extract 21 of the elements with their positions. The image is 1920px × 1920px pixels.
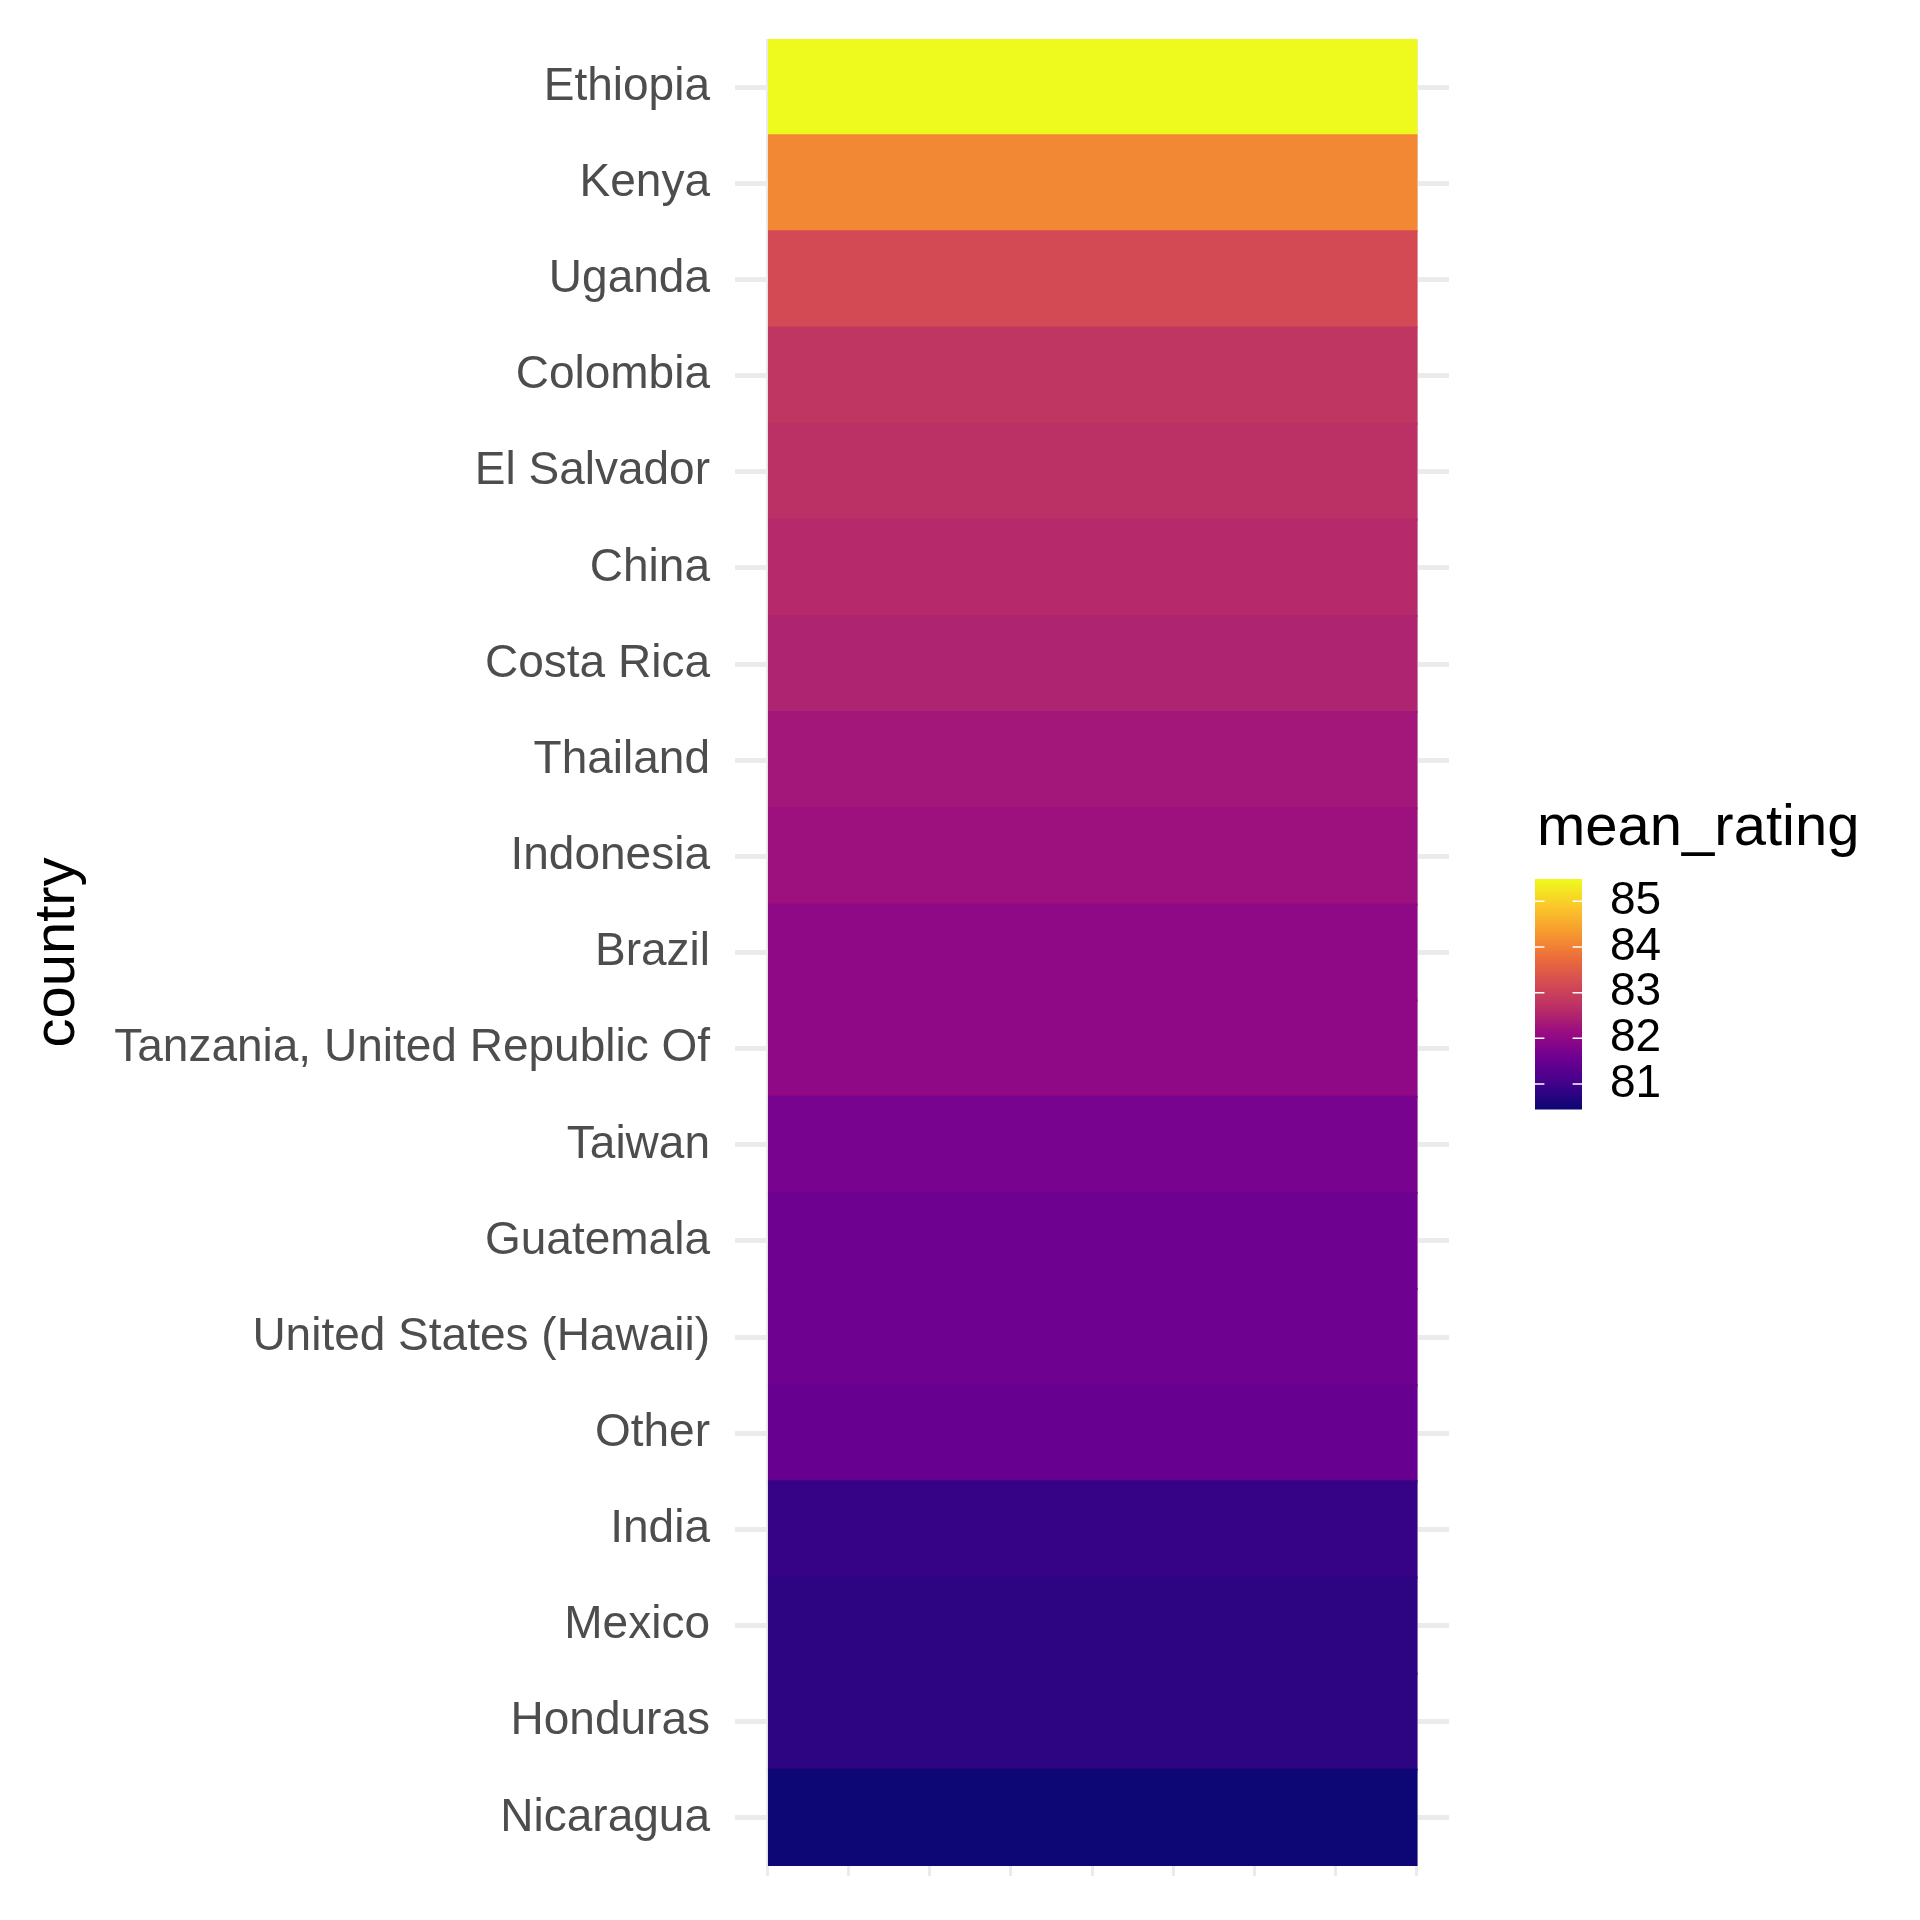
y-axis-title: country	[20, 857, 86, 1048]
y-tick-label: Honduras	[510, 1692, 710, 1745]
y-tick-label: United States (Hawaii)	[252, 1307, 710, 1360]
y-tick-label: Thailand	[533, 730, 710, 783]
y-tick-label: Uganda	[548, 250, 711, 303]
y-tick-label: Tanzania, United Republic Of	[114, 1019, 711, 1072]
y-tick-label: Costa Rica	[485, 634, 711, 687]
y-tick-label: Guatemala	[484, 1211, 711, 1264]
y-tick-label: El Salvador	[474, 442, 710, 495]
y-tick-label: Kenya	[579, 153, 711, 206]
y-tick-label: Brazil	[594, 923, 710, 976]
y-tick-label: Taiwan	[566, 1115, 710, 1168]
y-tick-label: Mexico	[564, 1596, 710, 1649]
y-tick-label: Indonesia	[510, 827, 711, 880]
y-tick-label: Ethiopia	[543, 57, 711, 110]
color-bar-title: mean_rating	[1537, 792, 1860, 857]
y-tick-label: Other	[594, 1403, 710, 1456]
y-tick-label: Colombia	[515, 346, 711, 399]
y-tick-label: Nicaragua	[500, 1788, 711, 1841]
y-tick-label: China	[589, 538, 711, 591]
y-tick-label: India	[610, 1500, 711, 1553]
